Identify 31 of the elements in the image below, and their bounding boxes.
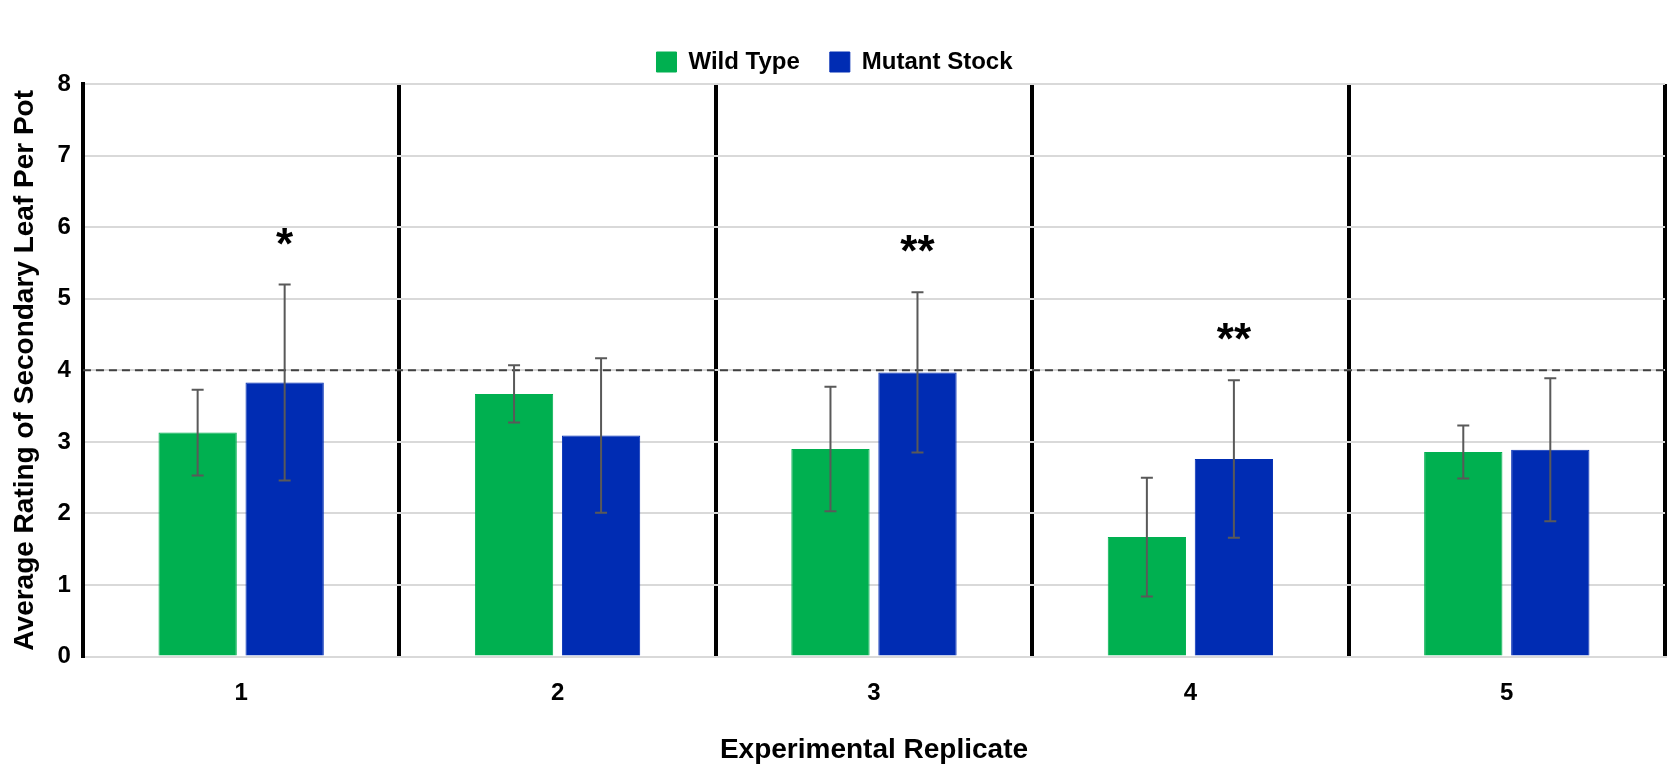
bar: [1424, 451, 1503, 656]
bar: [1511, 449, 1590, 656]
y-tick-label: 8: [57, 68, 71, 96]
y-tick-label: 0: [57, 641, 71, 669]
x-tick-label: 4: [1183, 677, 1198, 705]
y-tick-label: 7: [57, 140, 71, 168]
x-tick-label: 1: [234, 677, 248, 705]
bar: [245, 382, 324, 656]
bar: [791, 449, 870, 656]
x-axis-title: Experimental Replicate: [719, 732, 1029, 764]
x-tick-label: 5: [1500, 677, 1514, 705]
y-tick-label: 6: [57, 211, 71, 239]
bar: [158, 432, 237, 656]
y-axis-title: Average Rating of Secondary Leaf Per Pot: [7, 89, 39, 651]
y-tick-label: 3: [57, 426, 71, 454]
bar: [561, 435, 641, 656]
annotation: *: [276, 218, 295, 268]
x-tick-label: 3: [867, 677, 881, 705]
legend-label: Mutant Stock: [861, 46, 1014, 74]
x-tick-label: 2: [550, 677, 565, 705]
y-tick-label: 5: [57, 283, 71, 311]
y-tick-label: 2: [57, 498, 71, 526]
annotation: **: [900, 226, 936, 276]
annotation: **: [1216, 314, 1252, 364]
bar: [1107, 537, 1187, 656]
bar: [878, 372, 957, 656]
legend-label: Wild Type: [688, 46, 800, 74]
bar: [474, 393, 554, 656]
bar: [1194, 459, 1274, 656]
y-tick-label: 4: [57, 354, 72, 382]
y-tick-label: 1: [57, 569, 71, 597]
